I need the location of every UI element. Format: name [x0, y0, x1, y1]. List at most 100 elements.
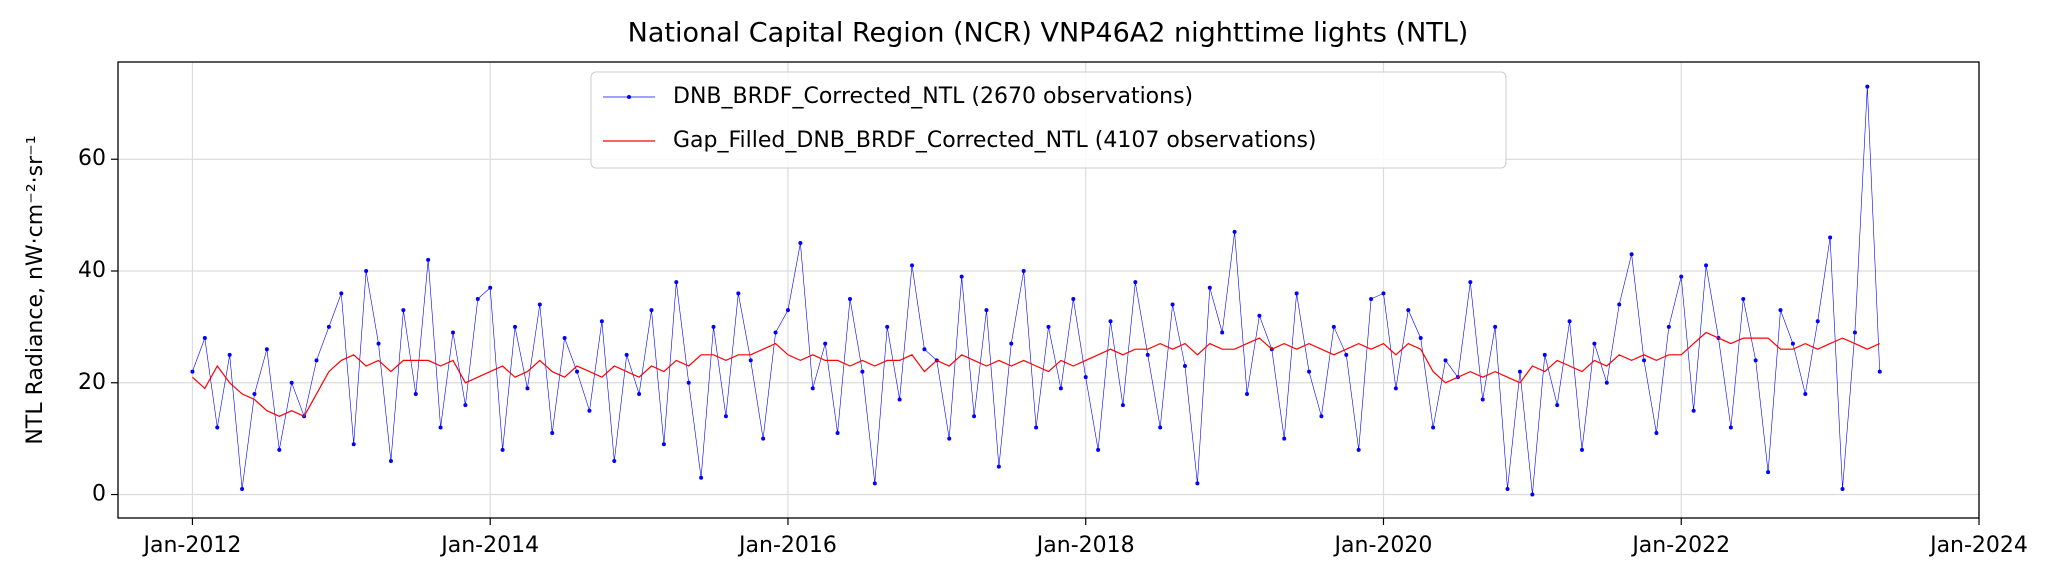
data-point — [1505, 486, 1510, 491]
data-point — [1393, 386, 1398, 391]
data-point — [1567, 319, 1572, 324]
data-point — [339, 291, 344, 296]
data-point — [798, 241, 803, 246]
data-point — [1778, 308, 1783, 313]
data-point — [190, 369, 195, 374]
data-point — [587, 408, 592, 413]
data-point — [1120, 403, 1125, 408]
data-point — [1704, 263, 1709, 268]
data-point — [984, 308, 989, 313]
data-point — [637, 391, 642, 396]
data-point — [1034, 425, 1039, 430]
data-point — [847, 296, 852, 301]
data-point — [1145, 352, 1150, 357]
data-point — [1133, 280, 1138, 285]
data-point — [1877, 369, 1882, 374]
data-point — [1158, 425, 1163, 430]
data-point — [1629, 252, 1634, 257]
data-point — [1654, 431, 1659, 436]
data-point — [1753, 358, 1758, 363]
data-point — [1245, 391, 1250, 396]
data-point — [885, 324, 890, 329]
data-point — [277, 447, 282, 452]
data-point — [1232, 229, 1237, 234]
data-point — [1257, 313, 1262, 318]
data-point — [661, 442, 666, 447]
data-point — [699, 475, 704, 480]
legend: DNB_BRDF_Corrected_NTL (2670 observation… — [590, 71, 1507, 169]
data-point — [1579, 447, 1584, 452]
chart-title: National Capital Region (NCR) VNP46A2 ni… — [628, 18, 1469, 49]
data-point — [550, 431, 555, 436]
data-point — [624, 352, 629, 357]
data-point — [674, 280, 679, 285]
legend-label: Gap_Filled_DNB_BRDF_Corrected_NTL (4107 … — [673, 128, 1317, 153]
data-point — [525, 386, 530, 391]
data-point — [785, 308, 790, 313]
data-point — [1195, 481, 1200, 486]
data-point — [996, 464, 1001, 469]
data-point — [264, 347, 269, 352]
data-point — [1418, 336, 1423, 341]
data-point — [972, 414, 977, 419]
data-point — [1170, 302, 1175, 307]
data-point — [1046, 324, 1051, 329]
data-point — [1766, 470, 1771, 475]
data-point — [401, 308, 406, 313]
data-point — [1443, 358, 1448, 363]
data-point — [1096, 447, 1101, 452]
data-point — [1815, 319, 1820, 324]
data-point — [1828, 235, 1833, 240]
data-point — [1666, 324, 1671, 329]
data-point — [897, 397, 902, 402]
data-point — [227, 352, 232, 357]
y-tick-label: 60 — [78, 146, 106, 171]
data-point — [612, 459, 617, 463]
data-point — [1344, 352, 1349, 357]
data-point — [1468, 280, 1473, 285]
x-tick-label: Jan-2022 — [1630, 533, 1730, 558]
data-point — [450, 330, 455, 335]
data-point — [562, 336, 567, 341]
data-point — [376, 341, 381, 346]
data-point — [240, 486, 245, 491]
y-tick-label: 20 — [78, 370, 106, 395]
data-point — [872, 481, 877, 486]
data-point — [810, 386, 815, 391]
data-point — [736, 291, 741, 296]
data-point — [202, 336, 207, 341]
data-point — [1728, 425, 1733, 430]
data-point — [748, 358, 753, 363]
data-point — [1058, 386, 1063, 391]
data-point — [413, 391, 418, 396]
data-point — [1220, 330, 1225, 335]
data-point — [1555, 403, 1560, 408]
x-tick-label: Jan-2016 — [737, 533, 837, 558]
data-point — [910, 263, 915, 268]
data-point — [1493, 324, 1498, 329]
plot-frame — [117, 61, 1980, 519]
data-point — [959, 274, 964, 279]
data-point — [1542, 352, 1547, 357]
data-point — [1021, 269, 1026, 273]
legend-marker — [627, 95, 631, 99]
data-point — [1604, 380, 1609, 385]
x-tick-label: Jan-2020 — [1333, 533, 1433, 558]
y-tick-label: 0 — [92, 482, 106, 507]
data-point — [1108, 319, 1113, 324]
data-point — [314, 358, 319, 363]
data-point — [1431, 425, 1436, 430]
legend-box — [590, 71, 1507, 169]
data-point — [1307, 369, 1312, 374]
data-point — [1319, 414, 1324, 419]
data-point — [351, 442, 356, 447]
data-point — [388, 459, 393, 463]
data-point — [364, 269, 369, 273]
data-point — [860, 369, 865, 374]
data-point — [488, 285, 493, 290]
data-point — [1679, 274, 1684, 279]
data-point — [1331, 324, 1336, 329]
data-point — [1207, 285, 1212, 290]
data-point — [1282, 436, 1287, 441]
